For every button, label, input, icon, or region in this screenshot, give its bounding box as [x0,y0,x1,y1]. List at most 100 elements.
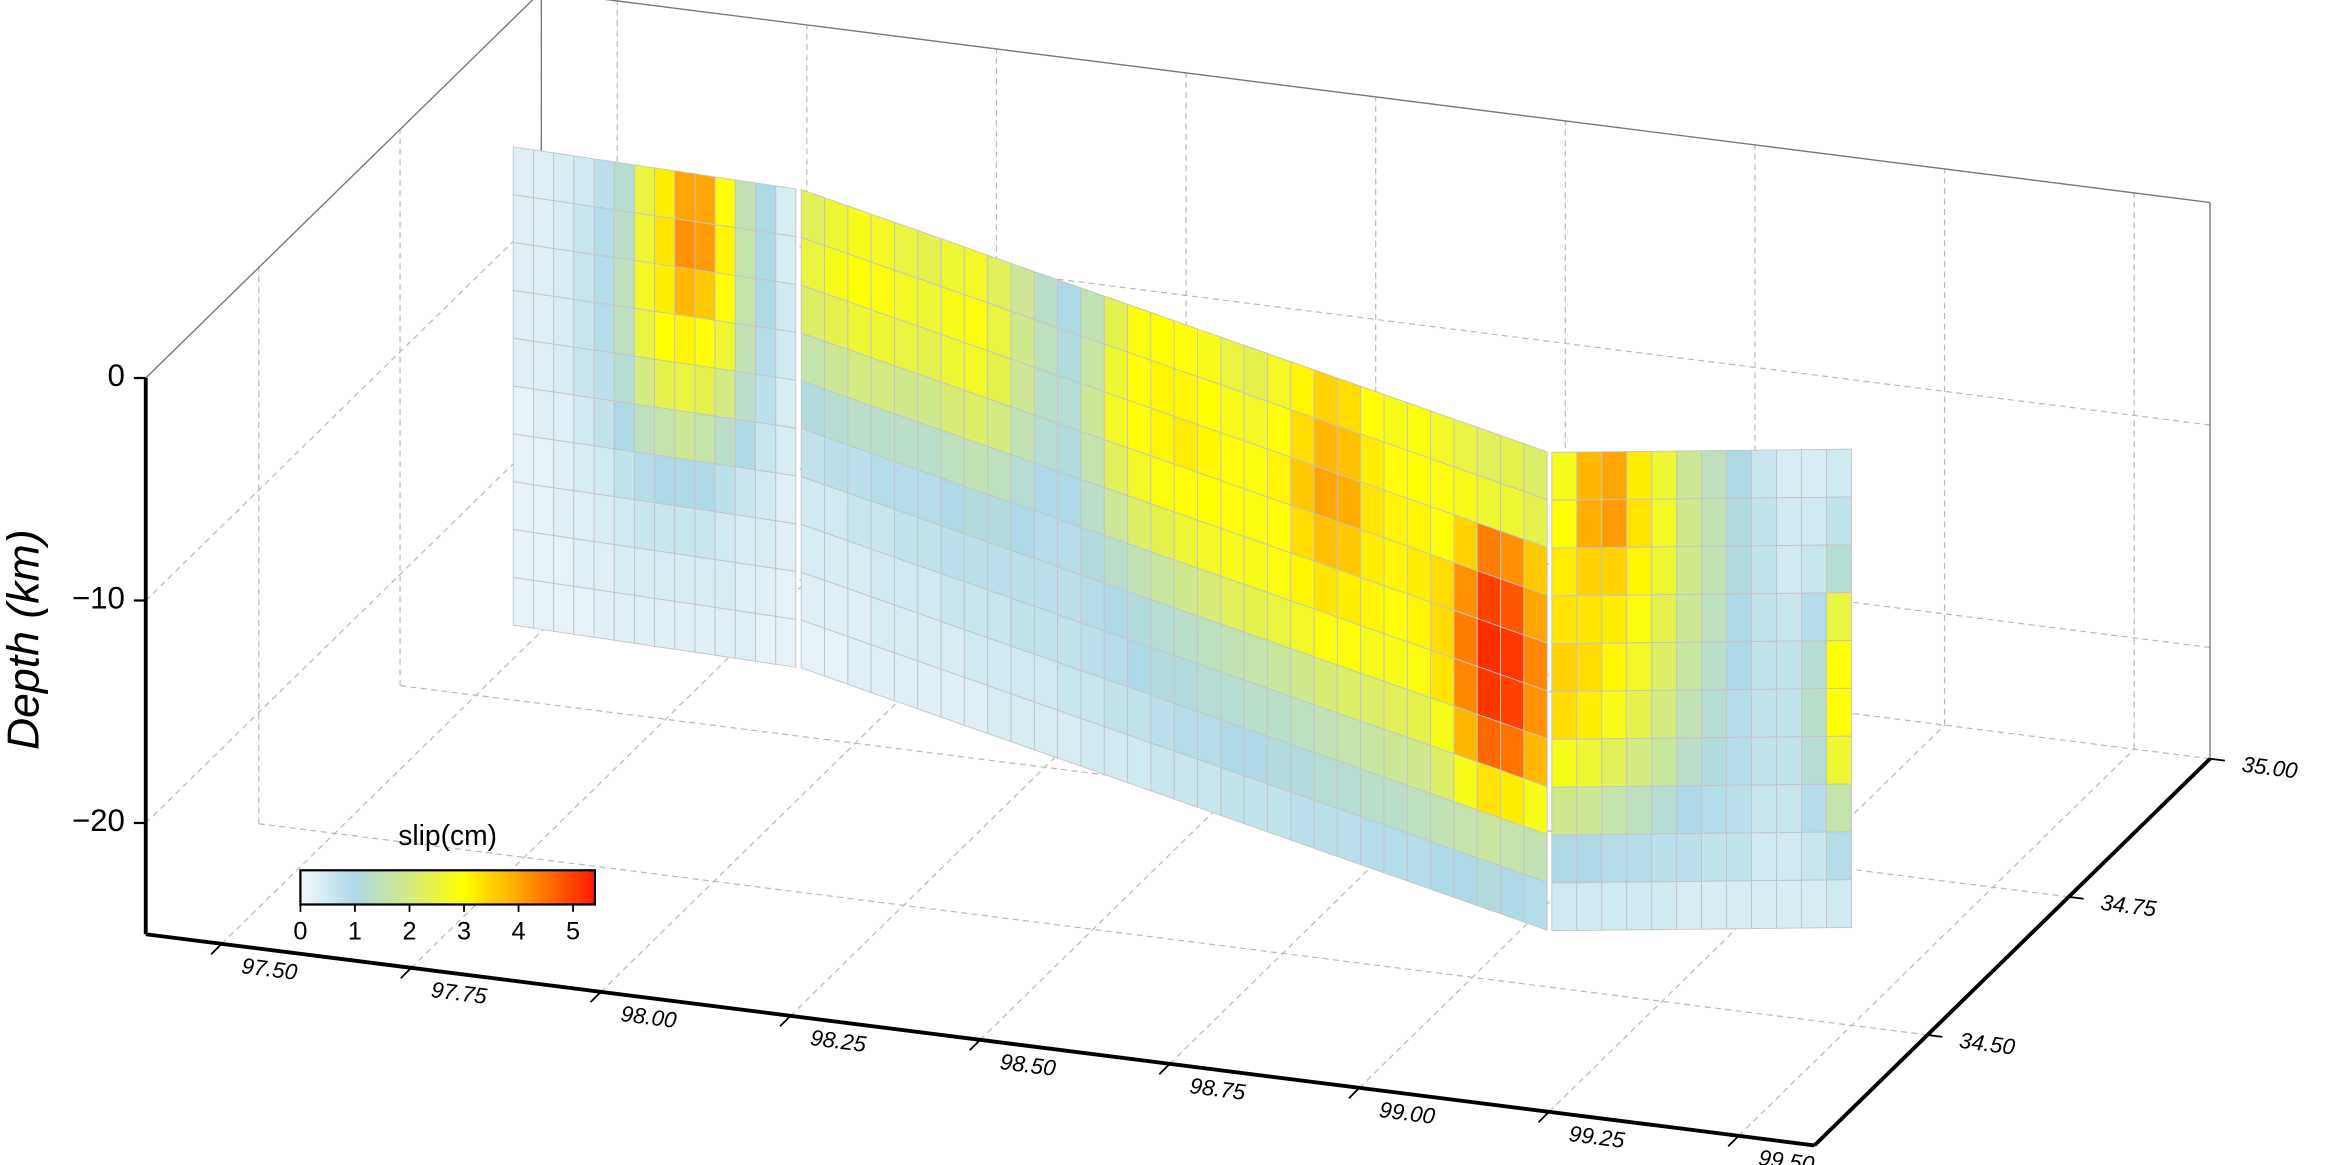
slip-patch [1010,310,1035,368]
slip-patch [1676,785,1703,835]
slip-patch [755,612,777,665]
fault [512,146,1852,932]
slip-patch [1601,451,1628,501]
colorbar-tick-label: 0 [293,917,307,945]
slip-patch [963,341,989,400]
slip-patch [512,529,534,581]
slip-patch [1776,879,1802,929]
slip-patch [573,585,595,638]
slip-patch [870,404,895,463]
slip-patch [1220,432,1245,490]
slip-patch [573,298,595,351]
slip-patch [1313,417,1338,475]
slip-patch [1701,832,1727,882]
slip-patch [940,477,965,535]
slip-patch [1266,496,1292,554]
slip-patch [1313,608,1338,666]
slip-patch [1127,495,1152,553]
slip-patch [800,428,825,486]
slip-patch [1626,833,1653,883]
slip-patch [1080,526,1105,584]
slip-patch [1057,374,1082,433]
slip-patch [694,508,716,561]
x-tick-label: 98.00 [619,1001,678,1033]
slip-patch [1080,622,1105,680]
slip-patch [1453,753,1478,811]
slip-patch [800,284,825,342]
slip-patch [1220,719,1245,777]
slip-patch [847,300,872,359]
slip-patch [1726,593,1752,643]
slip-patch [847,492,872,550]
slip-patch [1150,503,1175,561]
slip-patch [1266,400,1292,458]
x-axis [145,932,1815,1148]
slip-patch [1127,686,1152,744]
slip-patch [1476,617,1502,676]
slip-patch [734,466,756,519]
slip-patch [1500,865,1525,923]
slip-patch [593,493,615,546]
slip-patch [634,499,655,552]
slip-patch [694,173,716,226]
slip-patch [1826,544,1852,594]
slip-patch [1220,671,1245,729]
slip-patch [1313,369,1338,427]
slip-patch [553,439,575,492]
slip-patch [1290,408,1315,467]
slip-patch [1080,717,1105,776]
slip-patch [1406,402,1432,460]
slip-patch [1266,639,1292,698]
slip-patch [573,538,595,590]
slip-patch [1150,646,1175,705]
slip-patch [1726,736,1752,786]
slip-patch [1080,287,1105,345]
slip-patch [1651,689,1678,739]
slip-patch [1476,857,1502,915]
slip-patch [893,508,919,567]
slip-patch [1751,497,1777,547]
slip-patch [847,253,872,311]
slip-patch [512,576,534,629]
slip-patch [714,559,736,611]
slip-patch [694,603,716,656]
slip-patch [1033,653,1059,711]
slip-patch [714,415,736,468]
slip-patch [893,604,919,662]
slip-patch [824,197,849,255]
slip-patch [800,188,825,247]
slip-patch [1601,833,1628,883]
slip-patch [1173,511,1198,569]
slip-patch [553,152,575,205]
slip-patch [963,533,989,591]
slip-patch [847,587,872,646]
slip-patch [1313,464,1338,523]
slip-patch [1103,391,1129,449]
slip-patch [1010,693,1035,751]
slip-patch [1033,462,1059,520]
slip-patch [674,505,696,558]
slip-patch [654,262,676,315]
x-tick-label: 97.75 [430,977,489,1009]
slip-patch [1290,552,1315,610]
y-tick [1927,1034,1943,1038]
slip-patch [1290,791,1315,849]
slip-patch [800,236,825,295]
x-tick [1348,1087,1360,1099]
slip-patch [512,481,534,534]
slip-patch [1150,694,1175,752]
slip-patch [674,457,696,510]
slip-patch [1266,352,1292,411]
slip-patch [1651,641,1678,691]
slip-patch [940,620,965,679]
slip-patch [870,213,895,271]
slip-patch [963,676,989,735]
slip-patch [714,272,736,324]
slip-patch [1197,328,1222,386]
slip-patch [1360,385,1385,443]
slip-patch [917,325,942,383]
slip-patch [1383,633,1408,691]
x-tick [779,1015,792,1027]
slip-patch [1626,642,1653,692]
slip-patch [573,346,595,399]
